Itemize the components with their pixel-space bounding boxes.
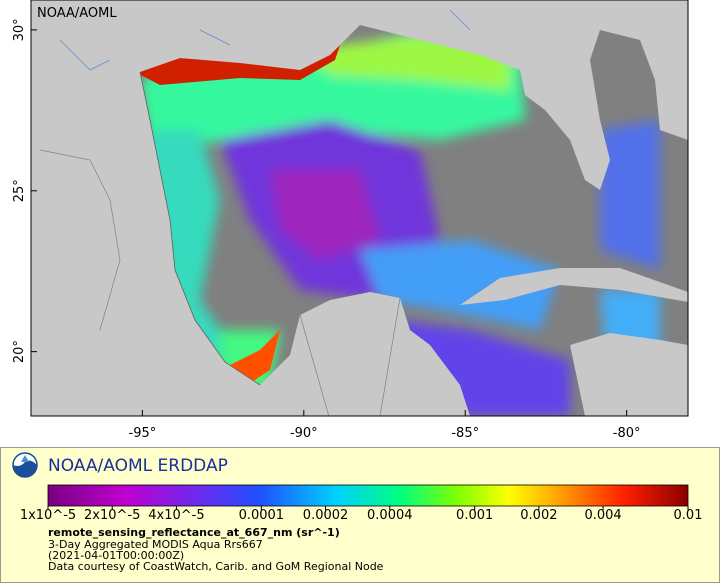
x-tick-label: -95° [129,426,157,441]
colorbar-tick-label: 0.002 [520,508,557,523]
colorbar-ticks: 1x10^-5 2x10^-5 4x10^-5 0.0001 0.0002 0.0004 0… [20,506,703,523]
x-tick-label: -80° [613,426,641,441]
colorbar-tick-label: 4x10^-5 [148,508,204,523]
y-tick-label: 25° [12,179,27,202]
x-tick-label: -90° [290,426,318,441]
axes: -95° -90° -85° -80° 20° 25° 30° [12,18,641,441]
colorbar-tick-label: 2x10^-5 [84,508,140,523]
map-frame [30,0,689,417]
y-tick-label: 20° [12,340,27,363]
map-image [31,0,688,416]
noaa-logo [12,452,38,478]
info-line: (2021-04-01T00:00:00Z) [48,549,184,562]
colorbar-tick-label: 0.01 [674,508,703,523]
colorbar-tick-label: 0.0002 [303,508,349,523]
colorbar-tick-label: 1x10^-5 [20,508,76,523]
brand: NOAA/AOML ERDDAP [48,456,228,476]
colorbar-tick-label: 0.001 [456,508,493,523]
colorbar-tick-label: 0.004 [584,508,621,523]
variable-name: remote_sensing_reflectance_at_667_nm (sr… [48,526,340,539]
info-line: Data courtesy of CoastWatch, Carib. and … [48,560,384,573]
y-tick-label: 30° [12,18,27,41]
info-line: 3-Day Aggregated MODIS Aqua Rrs667 [48,538,263,551]
colorbar-tick-label: 0.0004 [367,508,413,523]
watermark: NOAA/AOML [37,6,117,21]
x-tick-label: -85° [451,426,479,441]
legend-box [0,447,720,583]
colorbar [47,484,689,507]
colorbar-tick-label: 0.0001 [239,508,285,523]
